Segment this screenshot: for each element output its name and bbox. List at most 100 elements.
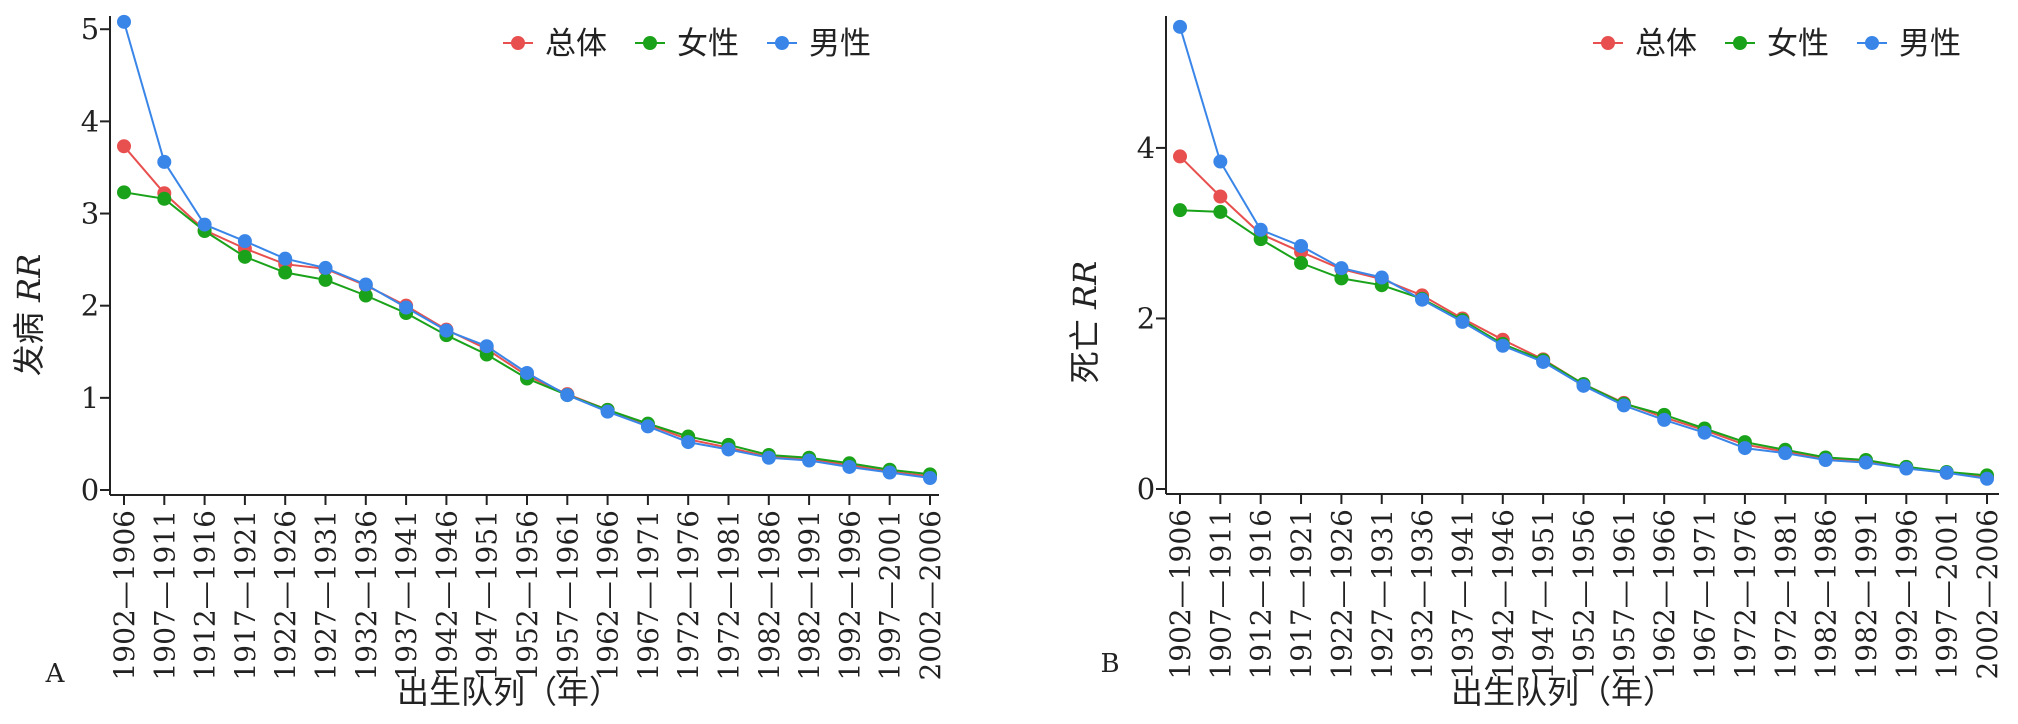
legend-marker — [1733, 36, 1747, 50]
x-tick-label: 1992—1996 — [833, 510, 866, 681]
data-point — [1173, 203, 1187, 218]
data-point — [1657, 412, 1672, 427]
x-tick-label: 1932—1936 — [350, 510, 383, 681]
data-point — [1294, 238, 1309, 253]
legend-label: 总体 — [545, 26, 607, 62]
y-tick-label: 1 — [81, 381, 99, 415]
data-point — [1334, 271, 1349, 286]
data-point — [1616, 398, 1631, 413]
series-0 — [117, 139, 937, 484]
x-tick-label: 1972—1976 — [1729, 509, 1762, 680]
x-tick-label: 1902—1906 — [1164, 509, 1197, 680]
data-point — [117, 14, 131, 29]
x-tick-label: 1952—1956 — [511, 510, 544, 681]
data-point — [560, 388, 575, 403]
series-line — [123, 145, 931, 478]
y-tick-label: 0 — [1137, 472, 1155, 506]
x-tick-label: 1972—1976 — [672, 510, 705, 681]
x-tick-label: 1942—1946 — [1487, 509, 1520, 680]
x-tick-label: 1962—1966 — [592, 510, 625, 681]
data-point — [1213, 189, 1228, 204]
data-point — [1173, 149, 1187, 164]
legend-marker — [1601, 36, 1615, 50]
data-point — [197, 217, 212, 232]
data-point — [842, 459, 857, 474]
x-tick-label: 1917—1921 — [1285, 509, 1318, 680]
y-axis-title-main: 死亡 — [1066, 309, 1104, 383]
data-point — [117, 139, 131, 154]
y-tick-label: 2 — [81, 289, 99, 323]
x-tick-label: 1927—1931 — [310, 510, 343, 681]
x-tick-label: 1982—1986 — [753, 510, 786, 681]
x-tick-label: 1982—1986 — [1810, 509, 1843, 680]
x-tick-label: 1967—1971 — [1689, 509, 1722, 680]
x-tick-label: 1937—1941 — [390, 510, 423, 681]
data-point — [237, 249, 252, 264]
series-2 — [1173, 19, 1994, 486]
x-tick-label: 1972—1981 — [1769, 509, 1802, 680]
data-point — [761, 450, 776, 465]
data-point — [1778, 446, 1793, 461]
panel-label: A — [45, 659, 66, 689]
data-point — [923, 471, 937, 486]
x-tick-label: 1947—1951 — [1527, 509, 1560, 680]
data-point — [1415, 292, 1430, 307]
x-tick-label: 1972—1981 — [713, 510, 746, 681]
y-axis-title-rr: RR — [1066, 261, 1104, 310]
data-point — [399, 300, 414, 315]
data-point — [157, 191, 172, 206]
data-point — [600, 404, 615, 419]
series-0 — [1173, 149, 1994, 485]
x-tick-label: 1992—1996 — [1890, 509, 1923, 680]
data-point — [640, 419, 655, 434]
x-tick-label: 1922—1926 — [269, 510, 302, 681]
data-point — [1374, 270, 1389, 285]
data-point — [479, 339, 494, 354]
data-point — [1576, 378, 1591, 393]
data-point — [802, 453, 817, 468]
data-point — [157, 154, 172, 169]
x-tick-label: 1927—1931 — [1366, 509, 1399, 680]
panel-label: B — [1100, 649, 1119, 679]
legend-marker — [775, 36, 789, 50]
legend-label: 男性 — [809, 26, 871, 62]
data-point — [1818, 453, 1833, 468]
y-axis-title-main: 发病 — [10, 302, 48, 376]
data-point — [721, 442, 736, 457]
data-point — [439, 323, 454, 338]
x-tick-label: 2002—2006 — [1971, 509, 2004, 680]
x-tick-label: 1997—2001 — [874, 510, 907, 681]
x-tick-label: 1902—1906 — [108, 510, 141, 681]
data-point — [358, 288, 373, 303]
x-tick-label: 1957—1961 — [1608, 509, 1641, 680]
data-point — [1899, 461, 1914, 476]
data-point — [318, 260, 333, 275]
x-tick-label: 1912—1916 — [1245, 509, 1278, 680]
chart-panel-a: 0 1 2 3 4 5 1902—1906 1907—1911 1912—1916 1917—19… — [10, 12, 947, 711]
data-point — [117, 185, 131, 200]
legend-marker — [643, 36, 657, 50]
data-point — [278, 251, 293, 266]
x-tick-label: 1967—1971 — [632, 510, 665, 681]
y-axis-title: 发病 RR — [10, 254, 48, 376]
y-tick-label: 4 — [81, 104, 99, 138]
data-point — [1334, 261, 1349, 276]
data-point — [1939, 465, 1954, 480]
data-point — [318, 272, 333, 287]
data-point — [1536, 354, 1551, 369]
x-tick-label: 1932—1936 — [1406, 509, 1439, 680]
x-tick-label: 1942—1946 — [430, 510, 463, 681]
x-tick-label: 1907—1911 — [148, 510, 181, 681]
x-axis-title: 出生队列（年） — [397, 673, 621, 711]
y-axis-title: 死亡 RR — [1066, 261, 1104, 383]
x-tick-label: 1997—2001 — [1931, 509, 1964, 680]
data-point — [358, 277, 373, 292]
legend-label: 女性 — [1767, 26, 1829, 62]
x-tick-label: 1912—1916 — [189, 510, 222, 681]
legend-marker — [1865, 36, 1879, 50]
legend-marker — [511, 36, 525, 50]
x-tick-label: 1982—1991 — [1850, 509, 1883, 680]
legend-label: 男性 — [1899, 26, 1961, 62]
x-axis-title: 出生队列（年） — [1451, 673, 1675, 711]
